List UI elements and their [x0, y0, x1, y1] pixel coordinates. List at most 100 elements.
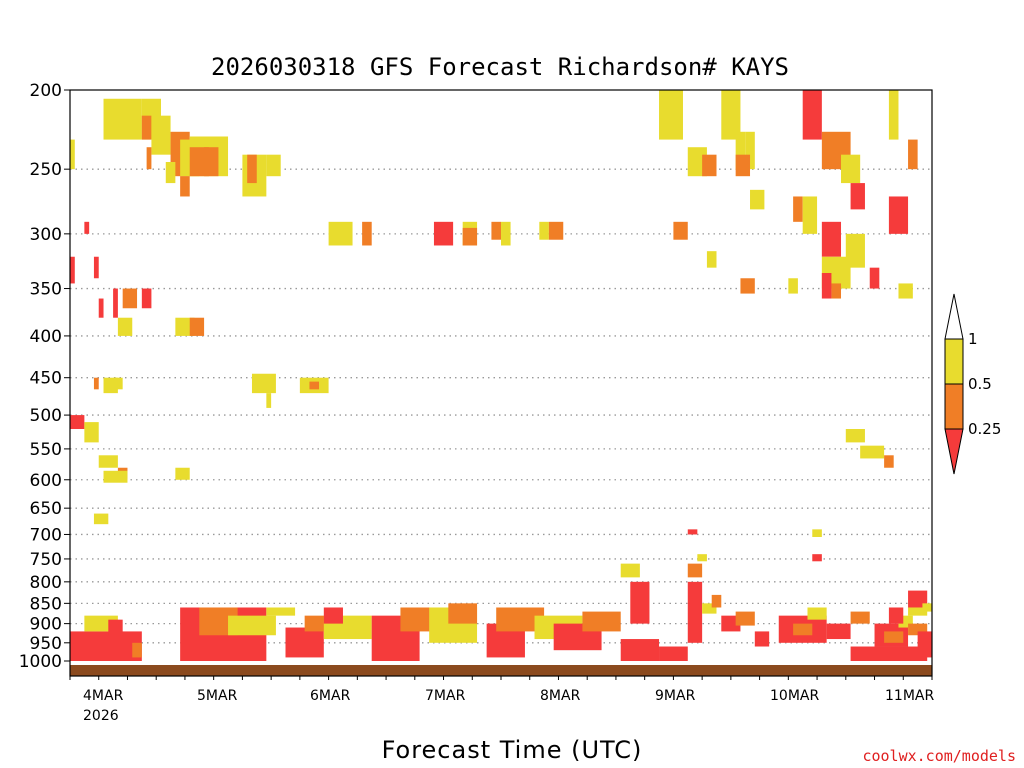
heat-cell	[888, 90, 899, 140]
heat-cell	[740, 278, 755, 294]
heat-cell	[266, 607, 296, 616]
heat-cell	[659, 90, 683, 140]
heat-cell	[448, 603, 478, 624]
xtick-label-9mar: 9MAR	[655, 688, 696, 704]
ground-strip	[70, 665, 932, 676]
heat-cell	[630, 581, 650, 624]
heat-cell	[702, 154, 717, 177]
ytick-label-400: 400	[30, 327, 62, 347]
xtick-label-4mar: 4MAR	[83, 688, 124, 704]
heat-cell	[251, 373, 276, 394]
heat-cell	[812, 554, 822, 562]
ytick-label-600: 600	[30, 471, 62, 491]
heat-cell	[706, 251, 717, 268]
xtick-label-10mar: 10MAR	[770, 688, 819, 704]
heat-cell	[103, 470, 128, 483]
heat-cell	[745, 131, 755, 170]
heat-cell	[165, 161, 176, 184]
ytick-label-800: 800	[30, 573, 62, 593]
heat-cell	[908, 623, 928, 636]
ytick-label-750: 750	[30, 550, 62, 570]
heat-cell	[141, 288, 152, 309]
heat-cell	[850, 646, 928, 661]
ytick-label-250: 250	[30, 160, 62, 180]
heat-cell	[673, 221, 688, 240]
legend-swatch-0.25-0.5	[944, 383, 964, 430]
richardson-cells	[70, 90, 932, 661]
heat-cell	[735, 154, 751, 177]
ytick-label-450: 450	[30, 369, 62, 389]
legend-label-0.5: 0.5	[968, 375, 992, 393]
heat-cell	[228, 615, 276, 636]
heat-cell	[70, 256, 75, 284]
heat-cell	[788, 278, 798, 294]
heat-cell	[84, 221, 90, 234]
heat-cell	[888, 607, 904, 624]
ytick-label-350: 350	[30, 280, 62, 300]
heat-cell	[103, 377, 118, 394]
ytick-label-1000: 1000	[19, 652, 62, 672]
heat-cell	[869, 267, 880, 289]
x-axis-label: Forecast Time (UTC)	[382, 736, 643, 764]
x-axis-ticks: 4MAR 2026 5MAR 6MAR 7MAR 8MAR 9MAR 10MAR 11MAR	[69, 676, 934, 724]
heat-cell	[898, 283, 913, 299]
ytick-label-300: 300	[30, 225, 62, 245]
heat-cell	[141, 115, 152, 140]
heat-cell	[908, 607, 928, 616]
ytick-label-650: 650	[30, 499, 62, 519]
ytick-label-850: 850	[30, 594, 62, 614]
heat-cell	[721, 90, 741, 140]
heat-cell	[462, 227, 478, 246]
heat-cell	[807, 607, 827, 620]
heat-cell	[491, 221, 501, 240]
heat-cell	[711, 594, 722, 608]
heat-cell	[793, 623, 813, 636]
heat-cell	[922, 603, 932, 612]
heat-cell	[850, 183, 865, 210]
ytick-label-950: 950	[30, 634, 62, 654]
ytick-label-900: 900	[30, 615, 62, 635]
heat-cell	[687, 581, 703, 643]
heat-cell	[888, 196, 909, 234]
heat-cell	[117, 317, 133, 336]
heat-cell	[884, 631, 904, 643]
heat-cell	[750, 189, 765, 210]
heat-cell	[84, 422, 99, 443]
y-axis-ticks: 200 250 300 350 400 450 500 550 600 650 700 750 8008…	[19, 81, 70, 672]
heat-cell	[548, 221, 564, 240]
heat-cell	[702, 603, 717, 614]
heat-cell	[831, 283, 842, 299]
credit-text: coolwx.com/models	[862, 747, 1016, 765]
heat-cell	[735, 131, 746, 170]
heat-cell	[826, 623, 851, 640]
heat-cell	[204, 147, 219, 177]
heat-cell	[309, 381, 320, 390]
heat-cell	[247, 154, 257, 184]
heat-cell	[189, 317, 205, 336]
xtick-label-6mar: 6MAR	[310, 688, 351, 704]
xtick-label-11mar: 11MAR	[885, 688, 934, 704]
heat-cell	[70, 139, 75, 170]
heat-cell	[793, 196, 803, 222]
heat-cell	[884, 455, 894, 468]
heat-cell	[898, 615, 913, 628]
ytick-label-700: 700	[30, 525, 62, 545]
heat-cell	[93, 256, 99, 279]
heat-cell	[687, 529, 698, 535]
heat-cell	[620, 639, 660, 661]
heat-cell	[908, 590, 928, 608]
color-legend: 1 0.5 0.25	[944, 293, 1001, 475]
heat-cell	[266, 154, 281, 177]
heat-cell	[285, 627, 324, 658]
xtick-label-8mar: 8MAR	[540, 688, 581, 704]
heat-cell	[103, 98, 142, 140]
heat-cell	[98, 298, 104, 318]
heat-cell	[70, 631, 142, 661]
legend-label-0.25: 0.25	[968, 420, 1001, 438]
ytick-label-200: 200	[30, 81, 62, 101]
heat-cell	[501, 221, 511, 246]
legend-swatch-above-1	[944, 293, 964, 340]
plot-frame	[69, 89, 933, 677]
heat-cell	[93, 513, 109, 525]
